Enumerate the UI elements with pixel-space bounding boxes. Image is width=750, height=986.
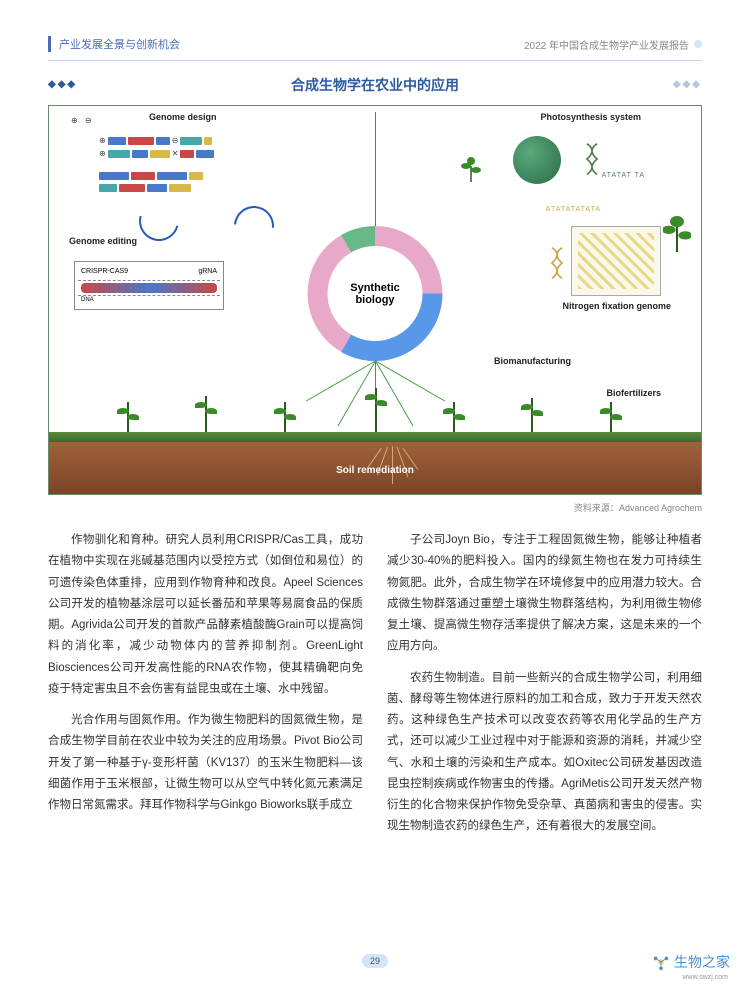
watermark-url: www.swzj.com (682, 974, 728, 981)
label-photosynthesis: Photosynthesis system (540, 112, 641, 122)
label-biomanufacturing: Biomanufacturing (494, 356, 571, 366)
label-genome-editing: Genome editing (69, 236, 137, 246)
header-divider (48, 60, 702, 61)
label-soil: Soil remediation (336, 465, 414, 476)
para-4: 农药生物制造。目前一些新兴的合成生物学公司，利用细菌、酵母等生物体进行原料的加工… (387, 668, 702, 838)
figure-title: 合成生物学在农业中的应用 (291, 77, 459, 93)
figure-caption: 资料来源：Advanced Agrochem (48, 501, 702, 514)
para-1: 作物驯化和育种。研究人员利用CRISPR/Cas工具，成功在植物中实现在兆碱基范… (48, 530, 363, 700)
header-left-section: 产业发展全景与创新机会 (48, 36, 180, 52)
grass-layer (49, 432, 701, 442)
body-columns: 作物驯化和育种。研究人员利用CRISPR/Cas工具，成功在植物中实现在兆碱基范… (48, 530, 702, 848)
figure-diagram: Genome design ⊕⊖ ⊕✕ ⊕ ⊖ Genome editing C… (48, 105, 702, 495)
small-plant-2 (663, 216, 691, 252)
para-3: 子公司Joyn Bio，专注于工程固氮微生物，能够让种植者减少30-40%的肥料… (387, 530, 702, 658)
label-nitrogen-fix: Nitrogen fixation genome (562, 301, 671, 311)
label-genome-design: Genome design (149, 112, 217, 122)
header-right-report: 2022 年中国合成生物学产业发展报告 (524, 37, 702, 52)
page-number: 29 (362, 954, 388, 968)
helix-icon-1 (583, 142, 601, 176)
small-plant-1 (461, 156, 481, 182)
dna-seq-1: ATATAT TA (602, 172, 645, 179)
watermark-icon (652, 953, 670, 971)
column-left: 作物驯化和育种。研究人员利用CRISPR/Cas工具，成功在植物中实现在兆碱基范… (48, 530, 363, 848)
ring-center-label: Synthetic biology (328, 246, 423, 341)
figure-title-row: ◆◆◆ 合成生物学在农业中的应用 ◆◆◆ (48, 75, 702, 95)
watermark: 生物之家 (652, 952, 730, 972)
deco-right: ◆◆◆ (673, 79, 702, 90)
plants-row (49, 382, 701, 432)
arrow-curve-1 (132, 194, 187, 249)
helix-icon-2 (548, 246, 566, 280)
photosynthesis-cell (513, 136, 561, 184)
center-ring: Synthetic biology (308, 226, 443, 361)
column-right: 子公司Joyn Bio，专注于工程固氮微生物，能够让种植者减少30-40%的肥料… (387, 530, 702, 848)
para-2: 光合作用与固氮作用。作为微生物肥料的固氮微生物，是合成生物学目前在农业中较为关注… (48, 710, 363, 816)
genome-design-schematic: ⊕⊖ ⊕✕ (99, 136, 249, 196)
bulb-icon (694, 40, 702, 48)
dna-seq-2: ATATATATATA (546, 206, 601, 213)
arrow-curve-2 (226, 198, 282, 254)
nitrogen-fixation-box (571, 226, 661, 296)
deco-left: ◆◆◆ (48, 79, 77, 90)
crispr-box: CRISPR-CAS9 gRNA DNA (74, 261, 224, 310)
